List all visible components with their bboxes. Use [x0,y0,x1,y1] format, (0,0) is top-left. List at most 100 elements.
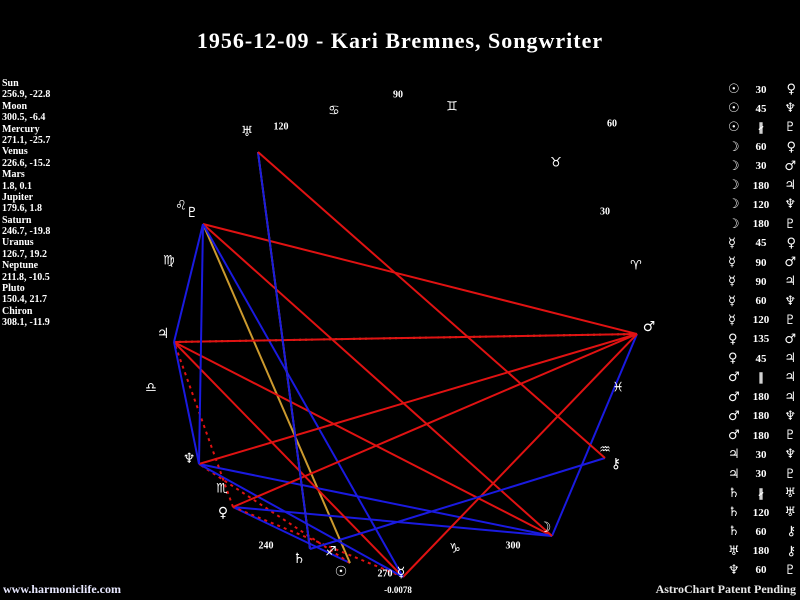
aspect-row: ♂ 180 ♇ [728,426,798,445]
planet-glyph-venus: ♀ [217,505,229,521]
aspect-planet2-glyph: ♆ [784,293,796,309]
aspect-planet1-glyph: ☿ [728,255,736,271]
aspect-planet2-glyph: ♅ [784,505,796,521]
aspect-row: ♄ 60 ⚷ [728,522,798,541]
aspect-planet2-glyph: ♆ [784,447,796,463]
aspect-angle-value: 45 [755,352,767,365]
aspect-line-mercury-jupiter [173,341,404,578]
footer-caption: AstroChart Patent Pending [655,582,796,596]
longitude-grid-label: 90 [393,89,403,101]
longitude-grid-label: 270 [377,568,393,580]
ephemeris-planet-coords: 271.1, -25.7 [2,134,51,146]
aspect-line-moon-pluto [202,223,553,537]
aspect-angle-value: 30 [755,160,767,173]
planet-glyph-saturn: ♄ [292,551,306,567]
aspect-line-jupiter-neptune [173,341,200,465]
aspect-planet2-glyph: ♆ [784,197,796,213]
longitude-grid-label: 120 [273,121,289,133]
aspect-angle-value: 60 [755,141,767,154]
aspect-angle-value: 180 [752,410,770,423]
aspect-planet1-glyph: ♃ [728,447,740,463]
aspect-line-moon-jupiter [173,341,553,537]
ephemeris-planet-coords: 126.7, 19.2 [2,248,47,260]
ephemeris-planet-coords: 300.5, -6.4 [2,112,46,124]
aspect-row: ♃ 30 ♆ [728,445,798,464]
longitude-grid-label: 300 [505,540,521,552]
aspect-angle-value: 90 [755,275,767,288]
ephemeris-planet-coords: 226.6, -15.2 [2,157,51,169]
aspect-line-neptune-pluto [198,223,204,465]
aspect-angle-value: ∥ [758,372,764,385]
aspect-angle-value: 30 [755,83,767,96]
aspect-line-mercury-pluto [202,223,404,578]
ephemeris-planet-name: Jupiter [2,191,34,203]
aspect-planet1-glyph: ♂ [728,408,740,424]
aspect-planet2-glyph: ♂ [784,255,796,271]
chart-title: 1956-12-09 - Kari Bremnes, Songwriter [196,28,604,53]
aspect-planet2-glyph: ♆ [784,408,796,424]
aspect-planet1-glyph: ☉ [728,120,740,136]
aspect-planet1-glyph: ☽ [728,139,740,155]
aspect-line-mars-pluto [202,223,638,335]
aspect-planet1-glyph: ♂ [728,370,740,386]
planet-glyph-neptune: ♆ [182,451,196,467]
ephemeris-planet-coords: 308.1, -11.9 [2,317,50,329]
zodiac-glyph-libra: ♎ [145,380,157,396]
planet-glyph-mars: ♂ [642,319,656,335]
planet-glyph-pluto: ♇ [185,205,199,221]
aspect-planet1-glyph: ♀ [728,331,738,347]
planet-glyph-moon: ☽ [538,520,552,536]
aspect-row: ♀ 135 ♂ [728,330,798,349]
aspect-row: ☽ 180 ♇ [728,215,798,234]
aspect-row: ☉ 30 ♀ [728,80,798,99]
zodiac-glyph-leo: ♌ [175,198,187,214]
aspect-planet1-glyph: ☉ [728,82,740,97]
aspect-angle-value: 60 [755,564,767,577]
aspect-line-moon-neptune [198,463,553,537]
planet-glyph-chiron: ⚷ [610,456,622,472]
aspect-planet1-glyph: ☿ [728,312,736,328]
footer-site-link[interactable]: www.harmoniclife.com [3,582,121,596]
aspect-planet2-glyph: ♃ [784,178,796,194]
aspect-line-sun-venus [232,506,351,564]
ephemeris-planet-name: Chiron [2,305,33,317]
ephemeris-planet-coords: 179.6, 1.8 [2,203,42,215]
aspect-line-saturn-uranus [257,151,311,550]
aspect-planet1-glyph: ☽ [728,178,740,194]
aspect-row: ☿ 90 ♃ [728,272,798,291]
aspect-angle-value: ∦ [758,122,764,135]
aspect-row: ☽ 30 ♂ [728,157,798,176]
aspect-planet2-glyph: ♇ [784,120,796,136]
zodiac-glyph-gemini: ♊ [446,99,458,115]
longitude-grid-label: 240 [258,540,274,552]
aspect-planet2-glyph: ♃ [784,370,796,386]
aspect-planet1-glyph: ☿ [728,293,736,309]
aspect-planet2-glyph: ♃ [784,351,796,367]
aspect-row: ♄ 120 ♅ [728,503,798,522]
aspect-planet1-glyph: ♀ [728,351,738,367]
aspect-planet1-glyph: ♄ [728,524,740,540]
aspect-row: ☿ 45 ♀ [728,234,798,253]
aspect-angle-value: 120 [752,198,770,211]
aspect-angle-value: 180 [752,179,770,192]
ephemeris-planet-coords: 246.7, -19.8 [2,226,51,238]
aspect-planet2-glyph: ♇ [784,562,796,578]
aspect-planet1-glyph: ☽ [728,158,740,174]
aspect-angle-value: 60 [755,525,767,538]
zodiac-glyph-taurus: ♉ [550,155,562,171]
aspect-planet1-glyph: ☿ [728,274,736,290]
planet-glyph-jupiter: ♃ [156,326,170,342]
zodiac-glyph-aries: ♈ [630,258,642,274]
aspect-planet1-glyph: ♅ [728,543,740,559]
aspect-angle-value: 180 [752,545,770,558]
aspect-angle-value: 90 [755,256,767,269]
aspect-planet2-glyph: ♂ [784,331,796,347]
planet-ephemeris-list: Sun 256.9, -22.8 Moon 300.5, -6.4 Mercury 271… [2,78,50,329]
aspect-planet1-glyph: ♆ [728,562,740,578]
aspect-planet2-glyph: ⚷ [786,524,796,540]
zodiac-glyph-virgo: ♍ [163,253,175,269]
planet-glyph-mercury: ☿ [396,565,406,581]
longitude-grid-label: 30 [600,206,610,218]
